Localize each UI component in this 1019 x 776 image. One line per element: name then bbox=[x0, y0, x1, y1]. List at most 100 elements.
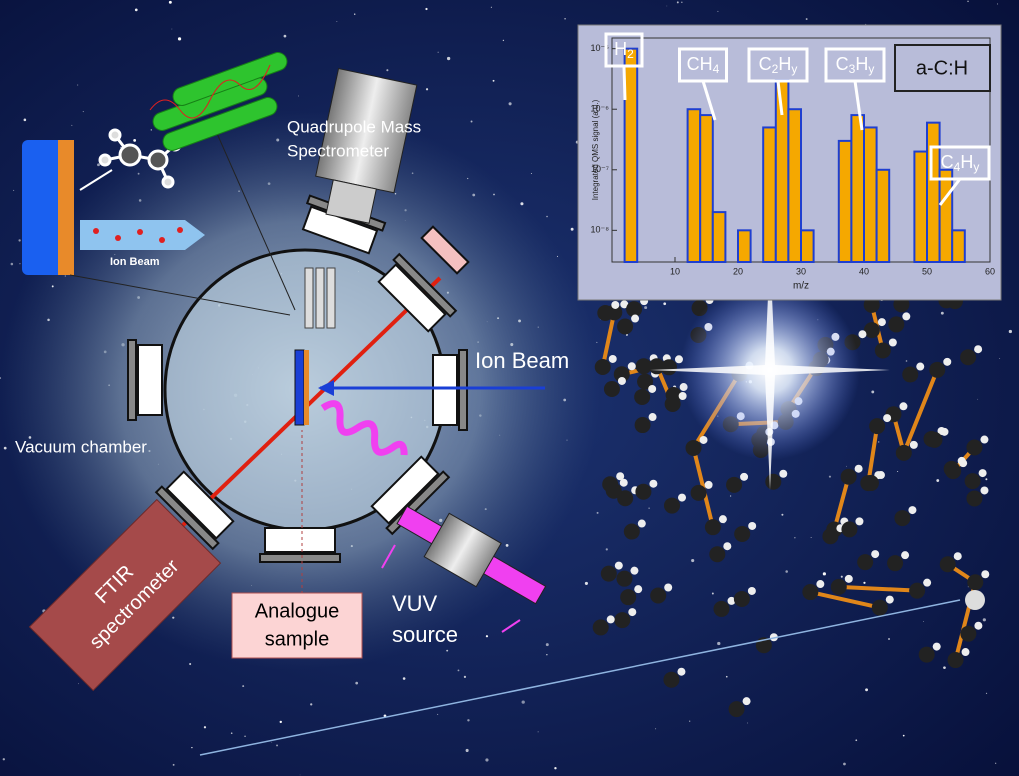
star bbox=[1008, 329, 1013, 334]
carbon bbox=[871, 599, 888, 616]
orbit-line bbox=[199, 599, 961, 756]
star bbox=[843, 762, 846, 766]
star bbox=[644, 306, 648, 310]
bond bbox=[809, 590, 881, 610]
bar bbox=[850, 114, 866, 263]
label: VUV bbox=[392, 591, 438, 616]
carbon bbox=[960, 625, 977, 642]
hydrogen bbox=[677, 667, 686, 676]
carbon bbox=[663, 671, 680, 688]
star bbox=[19, 263, 21, 265]
star bbox=[467, 719, 470, 722]
star bbox=[446, 649, 449, 652]
star bbox=[648, 507, 650, 509]
annotation-part: C bbox=[941, 152, 954, 172]
annotation-part: C bbox=[759, 54, 772, 74]
hydrogen bbox=[854, 464, 863, 473]
carbon bbox=[966, 490, 983, 507]
star bbox=[888, 638, 890, 640]
star bbox=[865, 688, 868, 692]
star bbox=[437, 51, 439, 53]
star bbox=[230, 732, 233, 735]
carbon bbox=[863, 322, 880, 339]
hydrogen bbox=[648, 384, 657, 393]
qms-head bbox=[304, 267, 336, 329]
carbon bbox=[617, 490, 634, 507]
star bbox=[463, 675, 467, 679]
star bbox=[3, 446, 7, 450]
carbon bbox=[617, 318, 634, 335]
star bbox=[354, 13, 356, 15]
star bbox=[189, 663, 192, 666]
carbon bbox=[765, 473, 782, 490]
annotation-part: C bbox=[836, 54, 849, 74]
carbon bbox=[620, 589, 637, 606]
star bbox=[490, 6, 492, 8]
bond bbox=[866, 425, 880, 484]
bar bbox=[711, 211, 727, 263]
star bbox=[711, 592, 714, 595]
star bbox=[18, 239, 21, 242]
star bbox=[554, 767, 557, 770]
hydrogen bbox=[901, 551, 910, 560]
ion-path bbox=[149, 64, 271, 119]
star bbox=[982, 618, 986, 622]
carbon bbox=[966, 439, 983, 456]
hydrogen bbox=[630, 566, 639, 575]
star bbox=[877, 441, 880, 443]
carbon bbox=[634, 388, 651, 405]
hydrogen bbox=[747, 586, 756, 595]
hydrogen bbox=[961, 648, 970, 657]
carbon bbox=[734, 525, 751, 542]
annotation-part: 4 bbox=[954, 160, 961, 174]
label: Vacuum chamber bbox=[15, 437, 147, 456]
sample-holder bbox=[294, 349, 305, 426]
carbon bbox=[874, 342, 891, 359]
star bbox=[822, 572, 826, 576]
star bbox=[485, 758, 489, 762]
star bbox=[298, 95, 300, 97]
hydrogen bbox=[748, 521, 757, 530]
star bbox=[810, 536, 812, 538]
chart: 10⁻⁸ 10⁻⁷ 10⁻⁶ 10⁻⁵ 10 20 30 40 50 60 m/z Integrate… bbox=[590, 32, 995, 292]
star bbox=[283, 34, 287, 38]
annotation-box bbox=[747, 47, 809, 83]
carbon bbox=[600, 565, 617, 582]
qms-device bbox=[315, 67, 418, 224]
star bbox=[134, 8, 138, 12]
hydrogen bbox=[980, 486, 989, 495]
carbon bbox=[709, 546, 726, 563]
star bbox=[747, 722, 749, 724]
star bbox=[943, 666, 946, 670]
star bbox=[271, 741, 273, 743]
star bbox=[82, 111, 84, 113]
annotation-part: 2 bbox=[627, 47, 634, 61]
hydrogen bbox=[899, 402, 908, 411]
star bbox=[537, 731, 539, 733]
vuv-arrow bbox=[501, 619, 521, 633]
bar bbox=[800, 229, 815, 264]
carbon bbox=[728, 701, 745, 718]
star bbox=[502, 39, 505, 42]
carbon bbox=[664, 396, 681, 413]
bar bbox=[938, 168, 954, 263]
bar bbox=[875, 168, 891, 263]
annotation-part: y bbox=[973, 160, 979, 174]
carbon bbox=[902, 366, 919, 383]
hydrogen bbox=[627, 362, 636, 371]
star bbox=[425, 88, 429, 91]
ions bbox=[93, 227, 183, 243]
bar bbox=[699, 114, 714, 263]
star bbox=[865, 23, 867, 25]
ion-beam-head bbox=[318, 380, 334, 396]
star bbox=[655, 728, 657, 730]
hydrogen bbox=[634, 585, 643, 594]
star bbox=[191, 747, 193, 749]
hydrogen bbox=[616, 472, 625, 481]
carbon bbox=[967, 574, 984, 591]
star bbox=[725, 675, 728, 678]
hydrogen bbox=[648, 413, 657, 422]
star bbox=[470, 120, 473, 123]
star bbox=[521, 700, 525, 704]
star bbox=[10, 262, 14, 266]
